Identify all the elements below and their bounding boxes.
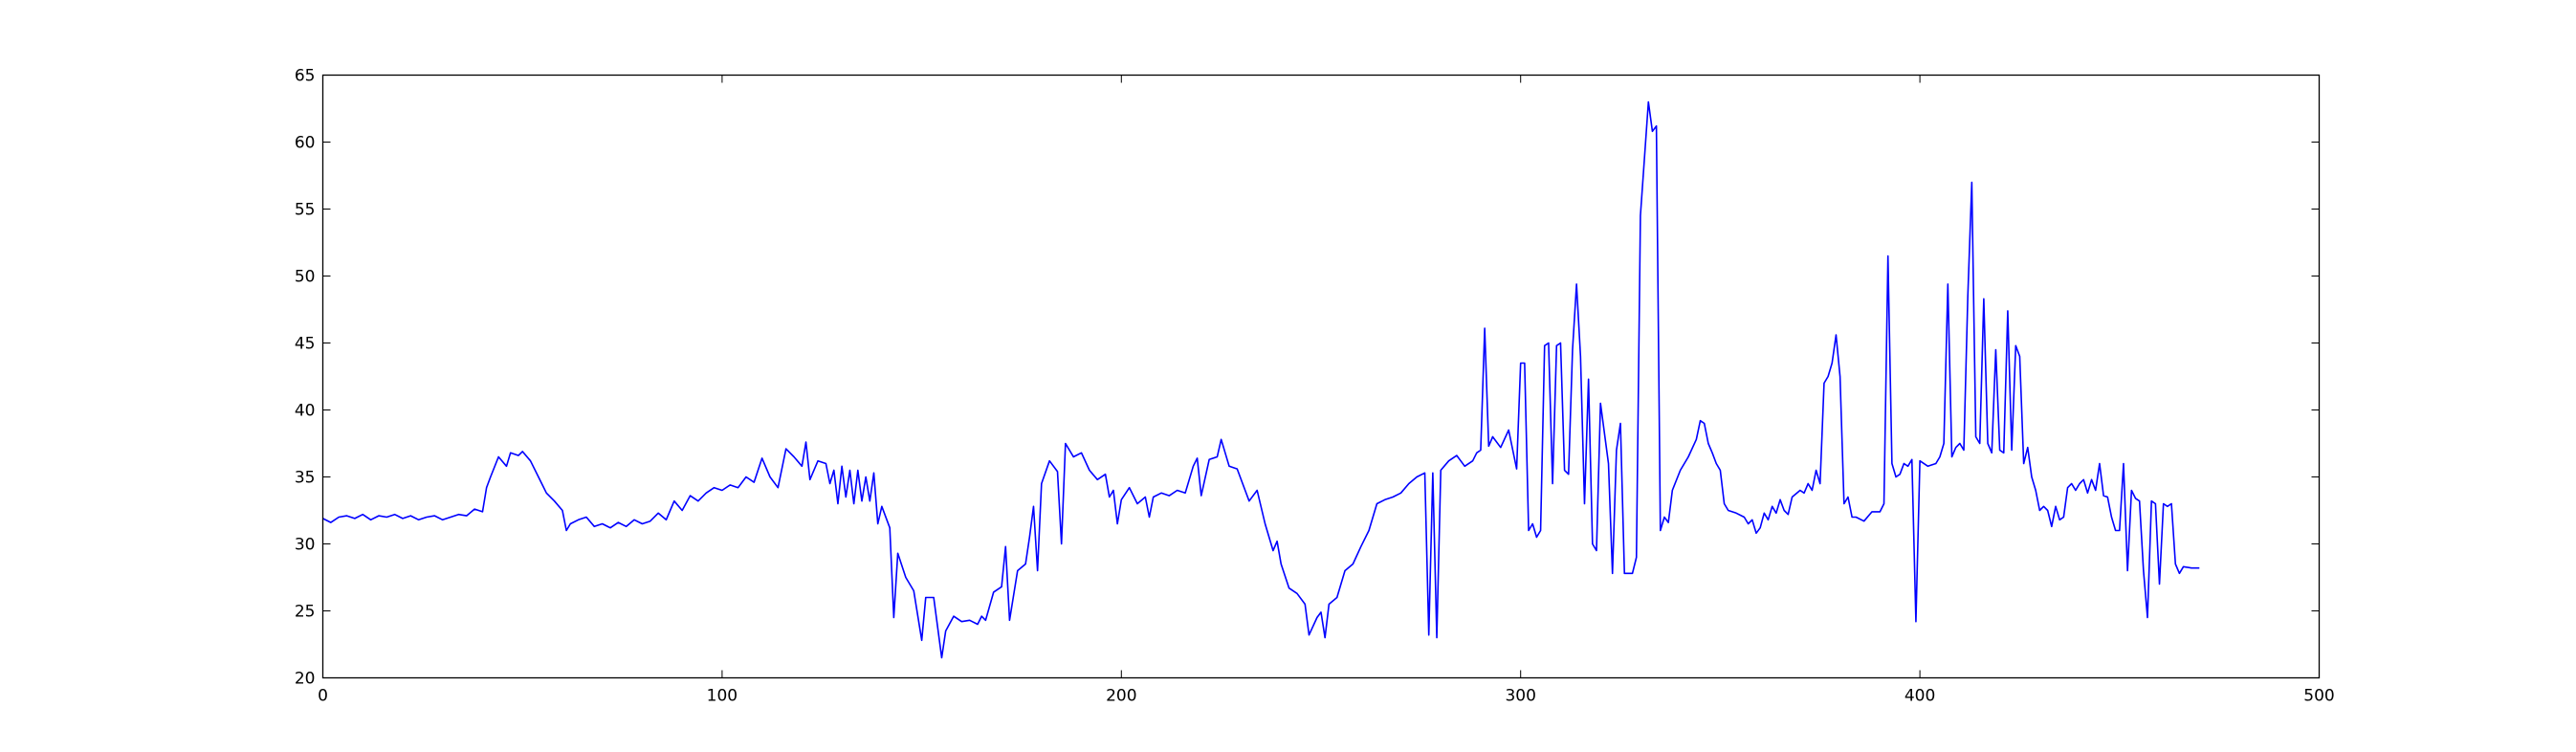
x-tick-label: 200 xyxy=(1106,687,1136,706)
y-tick-label: 60 xyxy=(295,134,316,153)
x-axis-ticks: 0 100 200 300 400 500 xyxy=(318,75,2335,706)
y-tick-label: 25 xyxy=(295,603,316,622)
x-tick-label: 100 xyxy=(707,687,738,706)
y-tick-label: 35 xyxy=(295,469,316,488)
x-tick-label: 0 xyxy=(318,687,328,706)
y-tick-label: 40 xyxy=(295,402,316,421)
x-tick-label: 400 xyxy=(1904,687,1935,706)
series-line xyxy=(322,100,2200,659)
plot-frame xyxy=(321,74,2321,679)
x-tick-label: 300 xyxy=(1505,687,1535,706)
y-tick-label: 20 xyxy=(295,670,316,689)
y-axis-ticks: 20 25 30 35 40 45 50 55 60 65 xyxy=(295,67,2320,689)
y-tick-label: 65 xyxy=(295,67,316,86)
y-tick-label: 55 xyxy=(295,201,316,220)
y-tick-label: 50 xyxy=(295,268,316,287)
x-tick-label: 500 xyxy=(2303,687,2334,706)
y-tick-label: 45 xyxy=(295,335,316,354)
y-tick-label: 30 xyxy=(295,536,316,555)
